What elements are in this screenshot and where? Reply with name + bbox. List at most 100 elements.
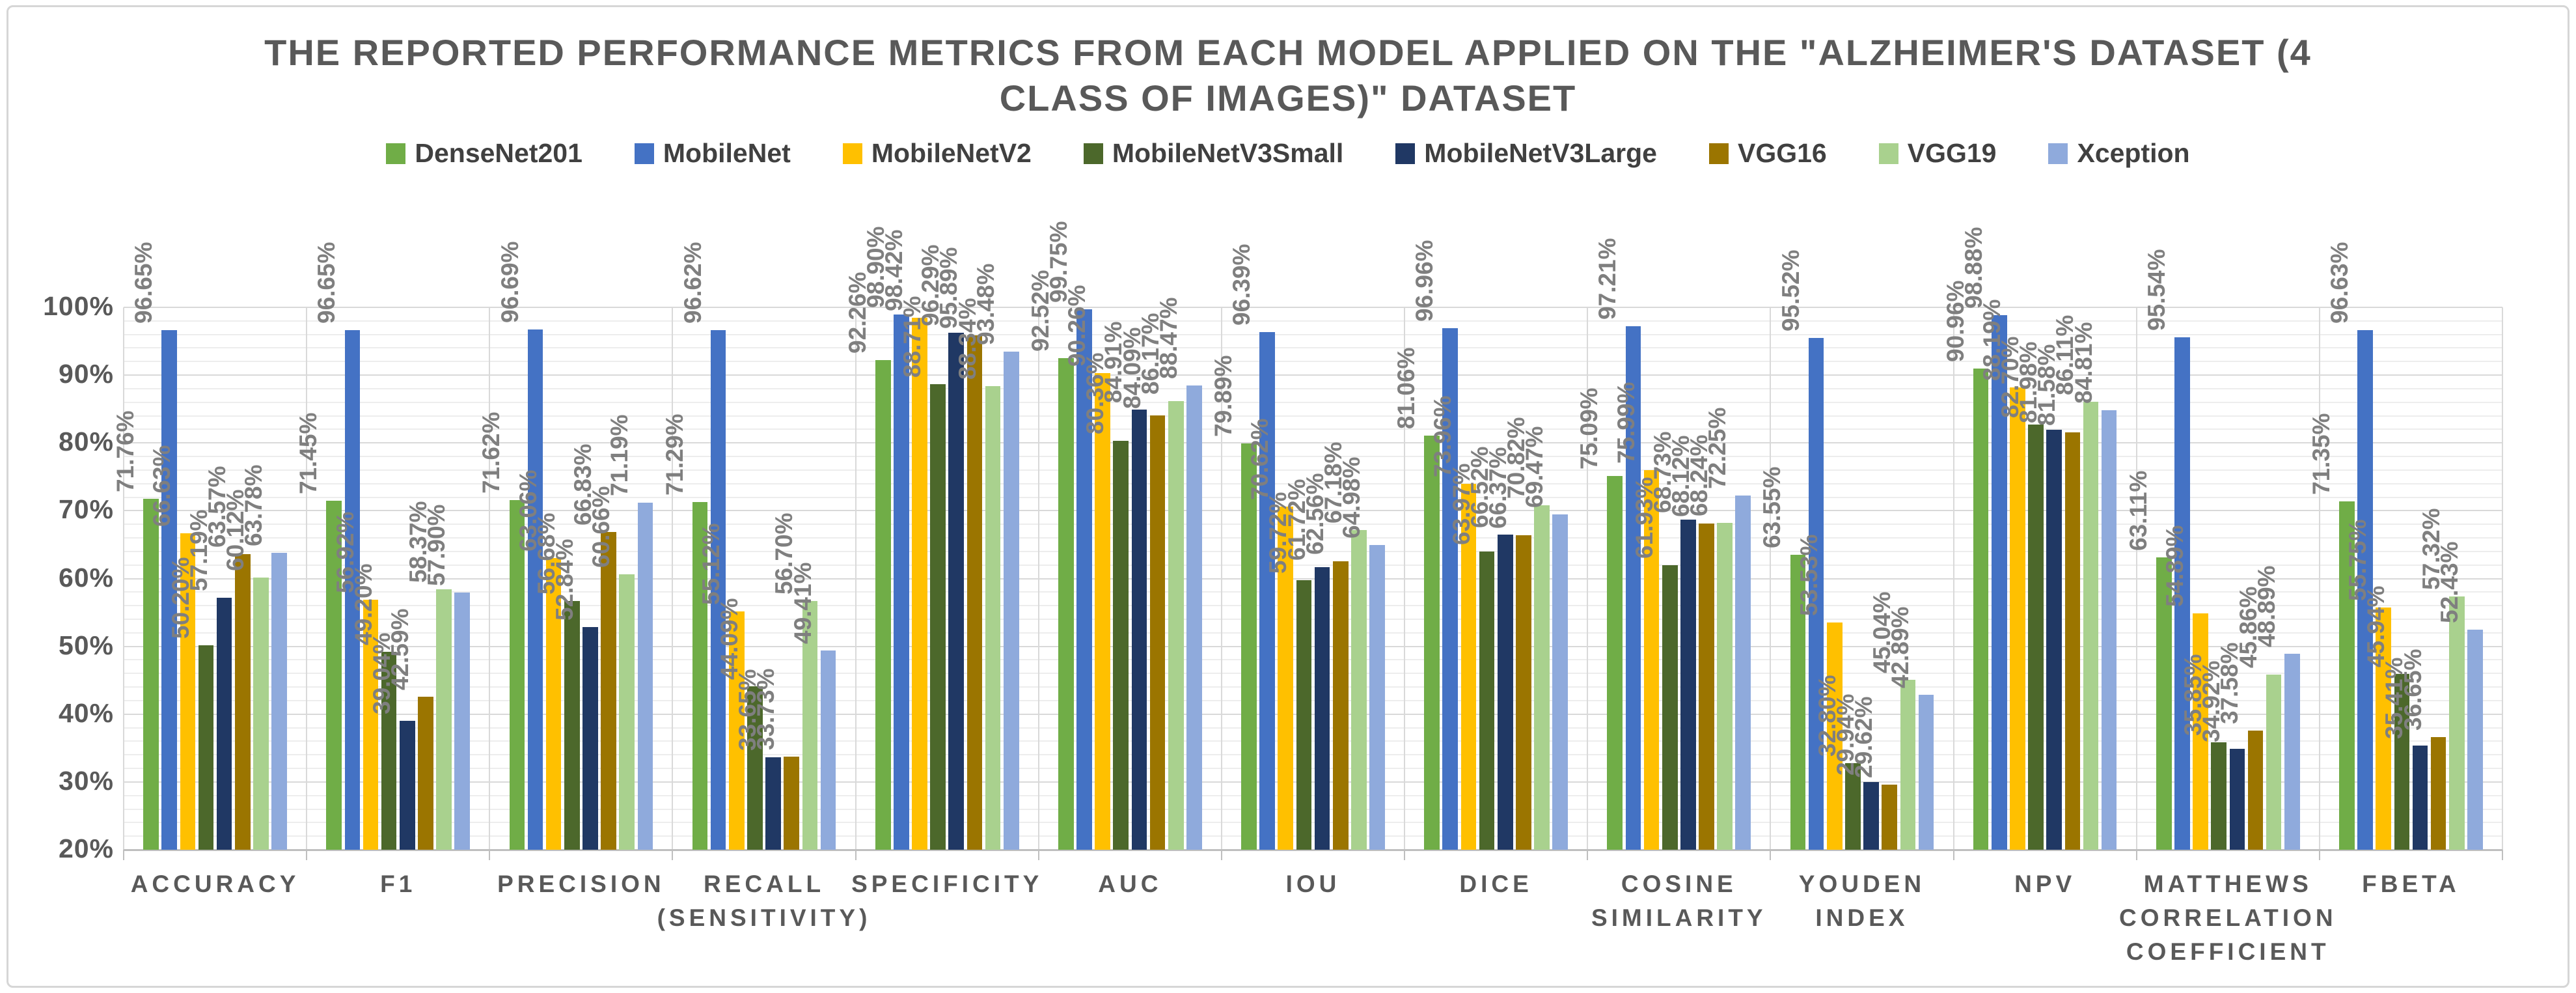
- gridline-h: [124, 496, 2502, 498]
- category-label: DICE: [1459, 871, 1533, 897]
- bar: [2448, 596, 2465, 850]
- bar-value-label: 97.21%: [1594, 238, 1621, 320]
- gridline-v: [2135, 307, 2137, 850]
- bar: [1149, 415, 1166, 850]
- bar-value-label: 81.06%: [1393, 347, 1420, 430]
- bar: [1131, 410, 1147, 850]
- bar: [875, 359, 891, 850]
- bar-value-label: 96.39%: [1228, 244, 1255, 326]
- bar: [1058, 357, 1074, 850]
- bar: [765, 757, 781, 850]
- bar: [2064, 432, 2081, 850]
- bar: [216, 597, 232, 850]
- legend-swatch: [2048, 143, 2068, 164]
- bar: [729, 611, 745, 850]
- gridline-v: [855, 307, 856, 850]
- bar: [802, 600, 818, 850]
- axis-tick: [1953, 850, 1954, 860]
- bar: [1095, 373, 1110, 850]
- bar: [527, 329, 543, 850]
- bar-value-label: 71.29%: [661, 413, 688, 496]
- category-label: FBETA: [2362, 871, 2460, 897]
- bar: [509, 499, 525, 850]
- legend-item: MobileNetV3Large: [1395, 138, 1657, 169]
- bar: [1991, 315, 2007, 850]
- bar: [619, 574, 635, 850]
- bar: [1113, 440, 1129, 850]
- bar-value-label: 53.53%: [1795, 534, 1822, 616]
- bar: [1314, 566, 1330, 850]
- gridline-h: [124, 673, 2502, 675]
- gridline-h: [124, 578, 2502, 580]
- gridline-h: [124, 618, 2502, 620]
- bar: [1460, 484, 1477, 850]
- bar-value-label: 95.52%: [1777, 249, 1804, 331]
- bar-value-label: 96.65%: [130, 242, 158, 324]
- legend-label: DenseNet201: [415, 138, 582, 168]
- bar: [820, 650, 836, 850]
- legend-swatch: [1395, 143, 1416, 164]
- bar-value-label: 63.78%: [240, 464, 267, 547]
- category-label: MATTHEWS CORRELATION COEFFICIENT: [2118, 871, 2337, 965]
- gridline-h: [124, 686, 2502, 688]
- bar: [2284, 654, 2300, 850]
- bar-value-label: 71.35%: [2307, 413, 2335, 496]
- gridline-v: [2502, 307, 2503, 850]
- bar: [418, 696, 433, 850]
- gridline-h: [124, 564, 2502, 566]
- gridline-h: [124, 632, 2502, 634]
- bar-value-label: 70.62%: [1246, 418, 1274, 500]
- gridline-h: [124, 537, 2502, 539]
- gridline-h: [124, 605, 2502, 607]
- y-tick-label: 80%: [58, 427, 114, 457]
- legend-label: MobileNetV3Small: [1112, 138, 1344, 168]
- bar-value-label: 52.43%: [2435, 541, 2463, 624]
- bar: [1479, 552, 1495, 850]
- gridline-h: [124, 347, 2502, 349]
- bar-value-label: 42.89%: [1887, 606, 1914, 688]
- bar: [2339, 501, 2355, 850]
- axis-tick: [1404, 850, 1406, 860]
- gridline-h: [124, 781, 2502, 783]
- bar-value-label: 96.69%: [496, 241, 523, 324]
- bar-value-label: 72.25%: [1704, 407, 1731, 489]
- bar: [143, 499, 159, 850]
- y-tick-label: 50%: [58, 630, 114, 660]
- y-tick-label: 60%: [58, 562, 114, 593]
- y-tick-label: 40%: [58, 697, 114, 728]
- bar: [692, 501, 708, 850]
- bar: [1259, 331, 1275, 850]
- gridline-h: [124, 456, 2502, 458]
- axis-tick: [306, 850, 308, 860]
- bar: [2101, 410, 2117, 850]
- gridline-h: [124, 727, 2502, 729]
- gridline-h: [124, 333, 2502, 335]
- bar-value-label: 55.12%: [697, 523, 724, 606]
- gridline-v: [1404, 307, 1406, 850]
- gridline-h: [124, 645, 2502, 647]
- bar-value-label: 29.62%: [1850, 696, 1878, 778]
- bar-value-label: 96.63%: [2326, 242, 2353, 324]
- chart-title: THE REPORTED PERFORMANCE METRICS FROM EA…: [264, 32, 2312, 119]
- bar-value-label: 96.65%: [313, 242, 340, 324]
- bar: [1296, 580, 1312, 850]
- gridline-h: [124, 320, 2502, 322]
- gridline-h: [124, 713, 2502, 715]
- bar: [363, 599, 379, 850]
- gridline-h: [124, 808, 2502, 810]
- axis-tick: [1587, 850, 1589, 860]
- legend-item: Xception: [2048, 138, 2190, 169]
- bar: [2193, 613, 2208, 850]
- gridline-h: [124, 483, 2502, 484]
- axis-tick: [2318, 850, 2320, 860]
- gridline-h: [124, 361, 2502, 363]
- category-label: ACCURACY: [130, 871, 300, 897]
- gridline-h: [124, 835, 2502, 837]
- bar: [1607, 476, 1623, 850]
- bar: [234, 554, 251, 850]
- bar: [1845, 762, 1861, 850]
- gridline-h: [124, 524, 2502, 525]
- bar: [1863, 782, 1879, 850]
- gridline-h: [124, 307, 2502, 308]
- bar: [2394, 673, 2410, 850]
